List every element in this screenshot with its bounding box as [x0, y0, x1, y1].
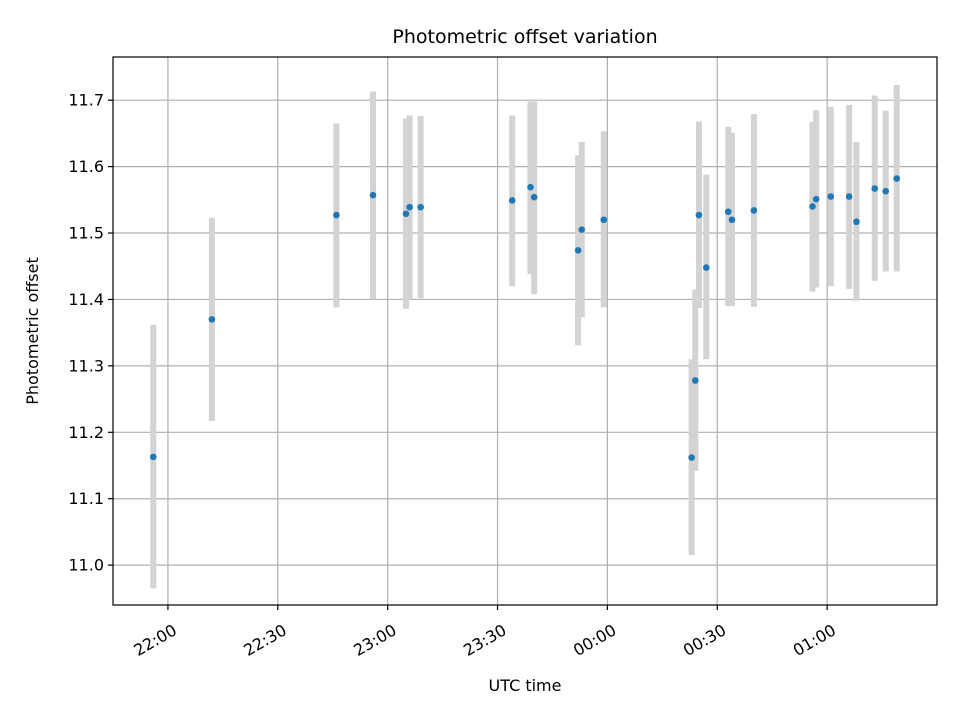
- data-point: [527, 183, 534, 191]
- x-tick-label: 22:30: [240, 620, 289, 660]
- axis-ticks: 22:00 22:30 23:00 23:30 00:00 00:30 01:00 11.0 1…: [68, 91, 839, 660]
- data-point: [728, 216, 736, 224]
- data-point: [417, 203, 424, 211]
- error-bars: [150, 84, 900, 589]
- y-tick-label: 11.0: [68, 556, 104, 575]
- data-point: [149, 453, 157, 461]
- data-points: [149, 175, 901, 461]
- data-point: [882, 187, 890, 195]
- y-tick-label: 11.3: [68, 356, 104, 375]
- y-tick-label: 11.6: [68, 157, 104, 176]
- data-point: [574, 246, 582, 254]
- x-tick-label: 23:00: [350, 620, 399, 660]
- grid: [113, 57, 937, 605]
- data-point: [333, 211, 340, 219]
- data-point: [691, 377, 699, 384]
- data-point: [809, 203, 816, 210]
- data-point: [871, 185, 879, 192]
- data-point: [508, 197, 516, 204]
- data-point: [750, 207, 758, 214]
- x-tick-label: 01:00: [790, 620, 839, 660]
- y-axis-label: Photometric offset: [23, 257, 42, 405]
- y-tick-label: 11.4: [68, 290, 104, 309]
- data-point: [402, 210, 410, 218]
- y-tick-label: 11.1: [68, 489, 104, 508]
- data-point: [827, 193, 835, 200]
- data-point: [812, 195, 820, 203]
- x-tick-label: 00:00: [570, 620, 619, 660]
- plot-frame: [112, 56, 938, 606]
- data-point: [853, 218, 860, 226]
- data-point: [406, 203, 413, 211]
- x-tick-label: 00:30: [680, 620, 729, 660]
- data-point: [530, 193, 538, 201]
- data-point: [208, 316, 216, 323]
- data-point: [600, 216, 608, 224]
- data-point: [702, 264, 710, 271]
- y-tick-label: 11.5: [68, 224, 104, 243]
- y-tick-label: 11.2: [68, 423, 104, 442]
- data-point: [695, 211, 703, 219]
- x-tick-label: 22:00: [131, 620, 180, 660]
- y-tick-label: 11.7: [68, 91, 104, 110]
- data-point: [369, 191, 377, 199]
- x-tick-label: 23:30: [460, 620, 509, 660]
- data-point: [845, 193, 853, 200]
- data-point: [578, 226, 586, 234]
- x-axis-label: UTC time: [489, 676, 562, 695]
- data-point: [688, 454, 695, 461]
- data-point: [724, 208, 732, 216]
- data-point: [893, 175, 901, 182]
- chart-title: Photometric offset variation: [392, 26, 657, 48]
